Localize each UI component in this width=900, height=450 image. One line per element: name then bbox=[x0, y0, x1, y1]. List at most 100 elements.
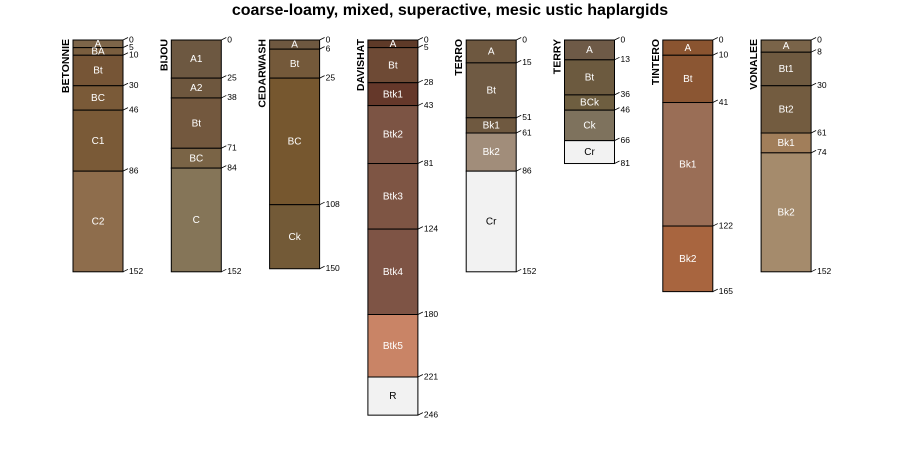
profile-name: BETONNIE bbox=[60, 39, 72, 93]
depth-tick bbox=[319, 37, 325, 41]
horizon-label: A2 bbox=[190, 83, 203, 94]
horizon-block bbox=[662, 102, 714, 227]
horizon-label: Bt bbox=[192, 118, 202, 129]
depth-tick bbox=[810, 268, 817, 273]
horizon-block bbox=[564, 59, 615, 96]
horizon-block bbox=[465, 132, 517, 172]
soil-profile: A Bt BC Ck 06 25 108 150 CEDARWASH bbox=[257, 34, 340, 273]
depth-tick bbox=[417, 102, 424, 106]
depth-label: 221 bbox=[424, 371, 438, 381]
depth-label: 84 bbox=[227, 162, 237, 172]
depth-label: 5 bbox=[424, 42, 429, 52]
depth-tick bbox=[810, 82, 817, 87]
depth-label: 46 bbox=[621, 104, 631, 114]
depth-tick bbox=[712, 99, 718, 103]
profile-name: VONALEE bbox=[748, 39, 760, 90]
depth-tick bbox=[122, 52, 129, 56]
depth-label: 165 bbox=[719, 286, 733, 296]
depth-label: 0 bbox=[424, 34, 429, 44]
horizon-label: Ck bbox=[288, 232, 301, 243]
horizon-block bbox=[170, 39, 222, 79]
depth-label: 66 bbox=[621, 135, 631, 145]
profile-name: BIJOU bbox=[158, 39, 170, 71]
horizon-label: Btk3 bbox=[383, 191, 403, 202]
horizon-block bbox=[170, 97, 222, 149]
depth-tick bbox=[712, 52, 718, 56]
horizon-block bbox=[269, 48, 321, 79]
depth-tick bbox=[221, 75, 227, 79]
depth-tick bbox=[712, 223, 718, 227]
depth-tick bbox=[122, 107, 129, 111]
depth-tick bbox=[712, 288, 718, 292]
horizon-label: Bt bbox=[93, 66, 103, 77]
depth-tick bbox=[516, 130, 522, 134]
horizon-label: Btk5 bbox=[383, 341, 403, 352]
depth-tick bbox=[810, 130, 817, 134]
depth-tick bbox=[417, 79, 424, 84]
horizon-block bbox=[465, 62, 517, 119]
depth-label: 43 bbox=[424, 100, 434, 110]
depth-tick bbox=[614, 56, 620, 61]
depth-tick bbox=[319, 75, 325, 79]
depth-tick bbox=[810, 37, 817, 41]
depth-tick bbox=[122, 37, 129, 41]
profile-name: CEDARWASH bbox=[257, 39, 269, 108]
depth-label: 122 bbox=[719, 220, 733, 230]
depth-tick bbox=[417, 311, 424, 315]
horizon-label: Bt bbox=[290, 59, 300, 70]
horizon-block bbox=[269, 77, 321, 206]
depth-label: 86 bbox=[129, 165, 139, 175]
horizon-label: Bt bbox=[486, 85, 496, 96]
depth-label: 150 bbox=[326, 263, 340, 273]
depth-tick bbox=[417, 37, 424, 41]
soil-profile: A Bt Btk1 Btk2 Btk3 Btk4 Btk5 R 05 28 43 81 124 180 22… bbox=[355, 34, 438, 419]
horizon-label: Bk1 bbox=[679, 159, 697, 170]
depth-tick bbox=[516, 268, 522, 273]
depth-tick bbox=[221, 145, 227, 149]
profile-name: DAVISHAT bbox=[355, 38, 367, 91]
depth-label: 0 bbox=[719, 34, 724, 44]
horizon-label: Cr bbox=[584, 147, 595, 158]
depth-label: 41 bbox=[719, 97, 729, 107]
horizon-label: C2 bbox=[92, 217, 105, 228]
depth-tick bbox=[417, 44, 424, 48]
depth-label: 6 bbox=[326, 43, 331, 53]
horizon-label: BCk bbox=[580, 98, 600, 109]
horizon-label: Bt2 bbox=[779, 105, 794, 116]
depth-label: 5 bbox=[129, 42, 134, 52]
horizon-label: Bt bbox=[683, 74, 693, 85]
depth-label: 15 bbox=[522, 57, 532, 67]
profile-name: TERRY bbox=[552, 39, 564, 74]
depth-tick bbox=[221, 37, 227, 41]
depth-label: 28 bbox=[424, 77, 434, 87]
chart-title: coarse-loamy, mixed, superactive, mesic … bbox=[231, 2, 669, 19]
depth-label: 124 bbox=[424, 223, 438, 233]
horizon-label: Bk2 bbox=[679, 254, 697, 265]
horizon-label: Bk2 bbox=[483, 147, 501, 158]
horizon-block bbox=[760, 51, 812, 87]
depth-label: 25 bbox=[227, 72, 237, 82]
horizon-block bbox=[662, 225, 714, 293]
depth-label: 81 bbox=[424, 158, 434, 168]
depth-label: 61 bbox=[522, 127, 532, 137]
depth-label: 30 bbox=[129, 80, 139, 90]
soil-profile: A Bt Bk1 Bk2 0 10 41 122 165 TINTERO bbox=[650, 34, 733, 296]
depth-label: 180 bbox=[424, 309, 438, 319]
depth-label: 86 bbox=[522, 165, 532, 175]
depth-tick bbox=[417, 160, 424, 164]
depth-label: 0 bbox=[817, 34, 822, 44]
depth-label: 0 bbox=[621, 34, 626, 44]
depth-tick bbox=[122, 82, 129, 87]
horizon-label: Bt bbox=[585, 73, 595, 84]
horizon-block bbox=[760, 152, 812, 273]
depth-tick bbox=[810, 149, 817, 154]
depth-tick bbox=[614, 37, 620, 41]
horizon-block bbox=[367, 376, 419, 416]
horizon-label: A bbox=[684, 43, 691, 54]
depth-tick bbox=[516, 37, 522, 41]
horizon-label: Bt bbox=[388, 60, 398, 71]
depth-tick bbox=[122, 168, 129, 172]
horizon-block bbox=[760, 85, 812, 134]
